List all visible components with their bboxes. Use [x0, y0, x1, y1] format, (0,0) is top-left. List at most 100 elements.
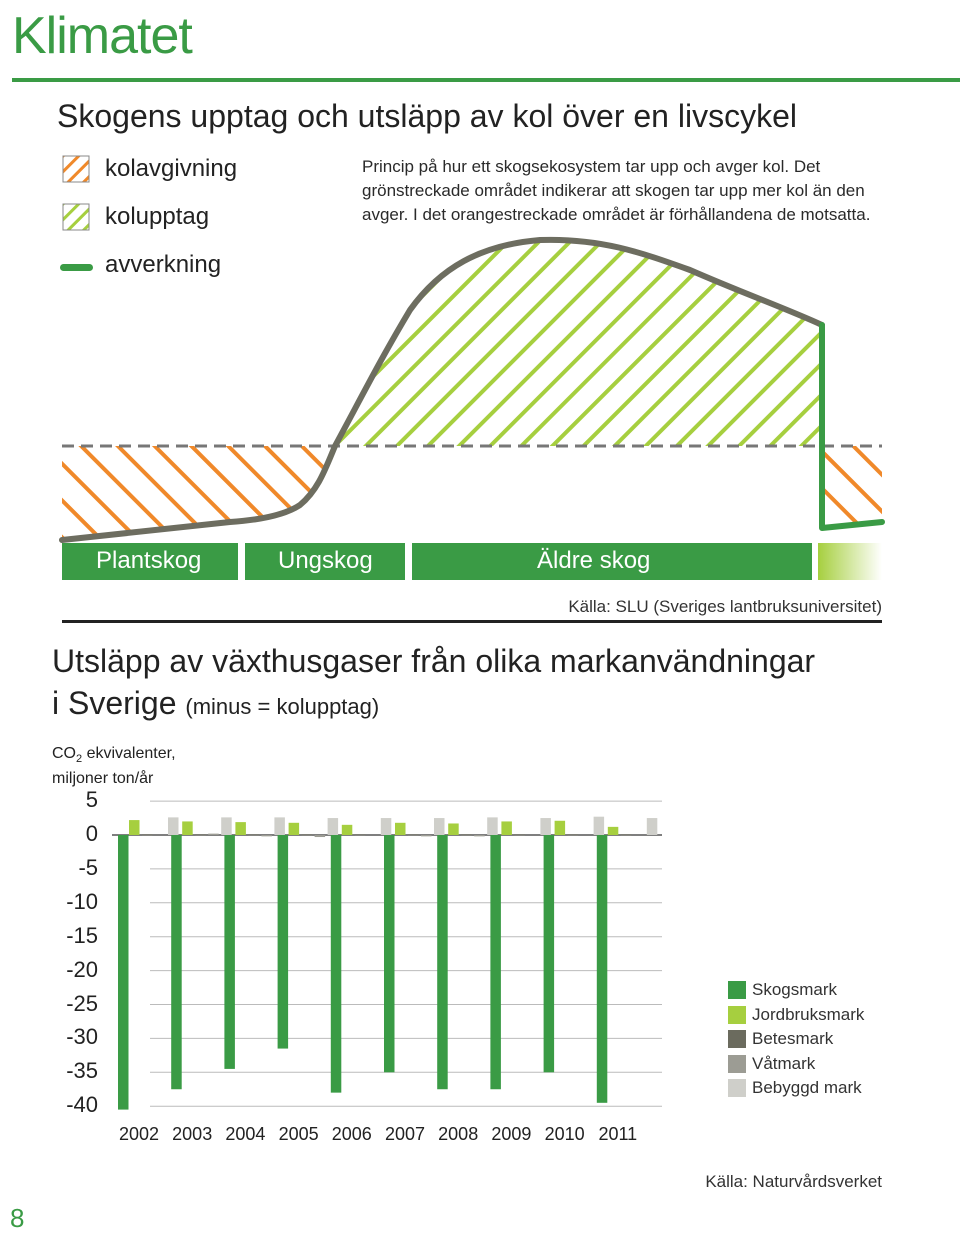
- bar-betesmark-2007: [408, 834, 419, 836]
- emissions-bar-chart: [112, 800, 662, 1110]
- x-tick-label: 2007: [384, 1124, 426, 1144]
- phase-bar-aldre-skog: [412, 543, 812, 580]
- legend-swatch: [728, 1005, 746, 1024]
- bar-jordbruksmark-2005: [288, 822, 300, 835]
- y-tick-label: -15: [66, 922, 98, 948]
- y-tick-label: 5: [85, 787, 98, 813]
- bar-jordbruksmark-2008: [448, 823, 459, 835]
- bar-bebyggdmark-2006: [380, 818, 392, 835]
- bar-skogsmark-2008: [437, 835, 448, 1090]
- ylabel-co: CO: [52, 745, 76, 762]
- ylabel-sub: 2: [76, 753, 83, 766]
- legend-swatch-avverkning: [60, 264, 93, 271]
- lifecycle-title: Skogens upptag och utsläpp av kol över e…: [57, 98, 797, 134]
- bar-skogsmark-2007: [384, 835, 395, 1073]
- bar-våtmark-2003: [208, 833, 219, 835]
- header-rule: [12, 78, 960, 82]
- x-tick-label: 2002: [118, 1124, 160, 1144]
- legend-swatch: [728, 1030, 746, 1048]
- bar-jordbruksmark-2006: [341, 824, 353, 835]
- source-slu: Källa: SLU (Sveriges lantbruksuniversite…: [568, 597, 882, 616]
- bar-betesmark-2009: [514, 834, 525, 836]
- bar-jordbruksmark-2011: [607, 826, 619, 835]
- bar-bebyggdmark-2004: [274, 817, 285, 835]
- x-tick-label: 2009: [491, 1124, 532, 1144]
- page-header-title: Klimatet: [12, 7, 193, 65]
- bar-skogsmark-2002: [118, 835, 129, 1110]
- bar-jordbruksmark-2003: [182, 821, 193, 835]
- phase-bar-ungskog: [245, 543, 405, 580]
- carbon-uptake-area: [335, 239, 822, 446]
- page-number: 8: [10, 1203, 25, 1233]
- y-tick-label: -25: [66, 990, 98, 1016]
- bar-bebyggdmark-2010: [593, 816, 605, 835]
- bar-jordbruksmark-2002: [129, 820, 140, 835]
- legend-swatch: [728, 1079, 746, 1097]
- phase-label-aldre-skog: Äldre skog: [537, 547, 651, 574]
- phase-bar-next: [818, 543, 882, 580]
- x-tick-label: 2004: [225, 1124, 266, 1144]
- bar-skogsmark-2009: [490, 835, 501, 1090]
- x-tick-label: 2005: [278, 1124, 319, 1144]
- phase-bar-plantskog: [62, 543, 238, 580]
- bar-skogsmark-2010: [543, 835, 555, 1073]
- ylabel-post: ekvivalenter,: [82, 745, 176, 762]
- section-rule: [62, 620, 882, 623]
- bar-bebyggdmark-2003: [221, 817, 232, 835]
- y-tick-label: -20: [66, 956, 98, 982]
- bar-bebyggdmark-2002: [168, 817, 179, 835]
- bar-betesmark-2004: [248, 834, 259, 836]
- y-tick-label: -30: [66, 1024, 98, 1050]
- bar-skogsmark-2004: [224, 835, 235, 1069]
- legend-swatch-kolupptag: [62, 203, 90, 231]
- legend-swatch: [728, 981, 746, 999]
- bar-våtmark-2005: [314, 835, 326, 838]
- bar-betesmark-2005: [301, 834, 313, 836]
- bar-våtmark-2008: [474, 835, 485, 837]
- bar-betesmark-2003: [195, 834, 206, 836]
- lifecycle-diagram: [59, 236, 885, 580]
- emissions-title: Utsläpp av växthusgaser från olika marka…: [52, 640, 815, 728]
- legend-label: Betesmark: [752, 1029, 834, 1048]
- bar-jordbruksmark-2010: [554, 820, 566, 835]
- bar-bebyggdmark-2005: [327, 818, 339, 835]
- bar-skogsmark-2006: [330, 835, 342, 1093]
- bar-bebyggdmark-2009: [540, 818, 551, 835]
- carbon-balance-curve: [59, 236, 825, 543]
- y-tick-label: -40: [66, 1092, 98, 1118]
- x-tick-label: 2011: [598, 1124, 638, 1144]
- y-axis-label: CO2 ekvivalenter, miljoner ton/år: [52, 744, 176, 788]
- legend-swatch: [728, 1054, 746, 1073]
- bar-bebyggdmark-2011: [646, 818, 658, 835]
- bar-betesmark-2011: [620, 834, 632, 836]
- y-tick-label: -5: [78, 854, 98, 880]
- bar-bebyggdmark-2007: [434, 818, 445, 835]
- y-tick-label: -10: [66, 888, 98, 914]
- emissions-title-sub: (minus = kolupptag): [185, 694, 380, 719]
- emissions-title-line2: i Sverige (minus = kolupptag): [52, 682, 815, 728]
- lifecycle-description: Princip på hur ett skogsekosystem tar up…: [362, 157, 871, 224]
- bar-skogsmark-2005: [277, 835, 289, 1049]
- bar-betesmark-2008: [461, 834, 472, 836]
- source-naturvardsverket: Källa: Naturvårdsverket: [705, 1172, 882, 1191]
- legend-label: Skogsmark: [752, 980, 838, 999]
- bar-jordbruksmark-2004: [235, 822, 246, 835]
- y-tick-label: 0: [85, 821, 98, 846]
- y-axis-label-line2: miljoner ton/år: [52, 770, 154, 788]
- x-tick-label: 2006: [331, 1124, 372, 1144]
- legend-label: Bebyggd mark: [752, 1078, 862, 1097]
- legend-label: Våtmark: [752, 1053, 816, 1073]
- bar-våtmark-2004: [261, 835, 272, 837]
- bar-betesmark-2010: [567, 834, 579, 836]
- y-tick-label: -35: [66, 1058, 98, 1084]
- harvest-line: [819, 322, 885, 531]
- bar-jordbruksmark-2009: [501, 821, 512, 835]
- bar-skogsmark-2011: [596, 835, 608, 1103]
- carbon-release-area-right: [822, 446, 882, 528]
- x-tick-label: 2003: [172, 1124, 213, 1144]
- emissions-title-line1: Utsläpp av växthusgaser från olika marka…: [52, 643, 816, 679]
- legend-label-kolupptag: kolupptag: [105, 203, 210, 230]
- bar-våtmark-2007: [421, 835, 432, 837]
- bar-betesmark-2006: [354, 834, 366, 836]
- bar-skogsmark-2003: [171, 835, 182, 1090]
